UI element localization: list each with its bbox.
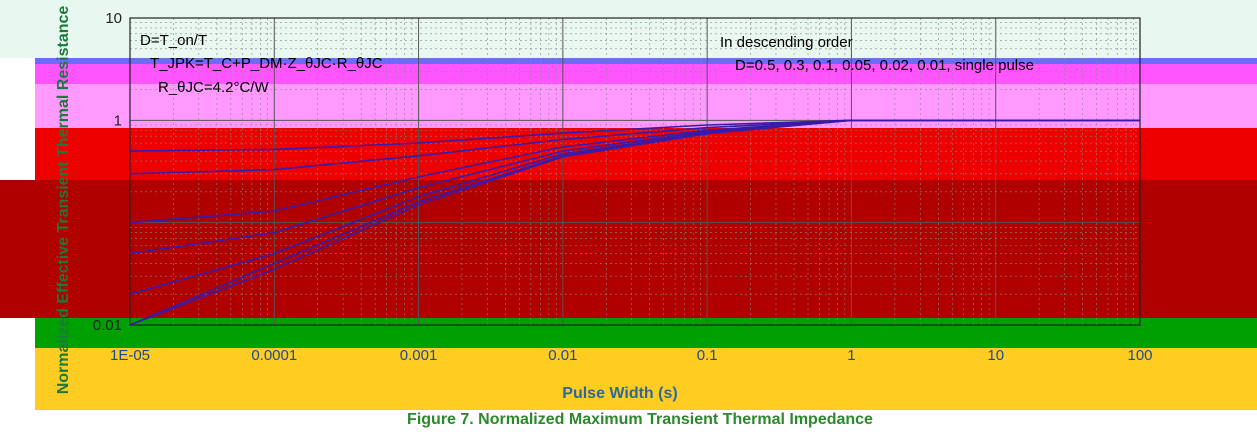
x-tick-labels: 1E-05 0.0001 0.001 0.01 0.1 1 10 100 <box>110 347 1153 364</box>
band-yellow <box>35 348 1257 410</box>
series-group <box>129 119 1140 326</box>
x-tick-label: 10 <box>987 347 1004 364</box>
y-tick-labels: 0.01 1 10 <box>93 10 122 334</box>
x-tick-label: 0.0001 <box>251 347 297 364</box>
band-magenta <box>35 64 1257 84</box>
x-tick-label: 0.1 <box>697 347 718 364</box>
annotation-tjpk-formula: T_JPK=T_C+P_DM·Z_θJC·R_θJC <box>150 55 383 72</box>
figure-caption: Figure 7. Normalized Maximum Transient T… <box>407 411 873 428</box>
x-tick-label: 100 <box>1127 347 1152 364</box>
x-tick-label: 0.001 <box>400 347 438 364</box>
x-tick-label: 1E-05 <box>110 347 150 364</box>
x-tick-label: 1 <box>847 347 855 364</box>
series-line-2 <box>129 119 1140 224</box>
series-line-3 <box>129 119 1140 255</box>
y-tick-label: 1 <box>114 112 122 129</box>
annotation-rjc: R_θJC=4.2°C/W <box>158 79 269 96</box>
y-tick-label: 10 <box>105 10 122 27</box>
series-line-4 <box>129 119 1140 295</box>
y-axis-label: Normalized Effective Transient Thermal R… <box>55 6 72 395</box>
plot-border <box>129 17 1141 326</box>
band-green <box>35 318 1257 348</box>
band-blue <box>35 58 1257 64</box>
plot-frame <box>129 17 1141 326</box>
y-tick-label: 0.01 <box>93 317 122 334</box>
annotation-duty-list: D=0.5, 0.3, 0.1, 0.05, 0.02, 0.01, singl… <box>735 57 1034 74</box>
x-tick-label: 0.01 <box>548 347 577 364</box>
series-line-6 <box>129 119 1140 326</box>
annotation-duty-formula: D=T_on/T <box>140 32 207 49</box>
x-axis-label: Pulse Width (s) <box>562 385 677 402</box>
band-top <box>0 0 1257 58</box>
annotation-order: In descending order <box>720 34 853 51</box>
